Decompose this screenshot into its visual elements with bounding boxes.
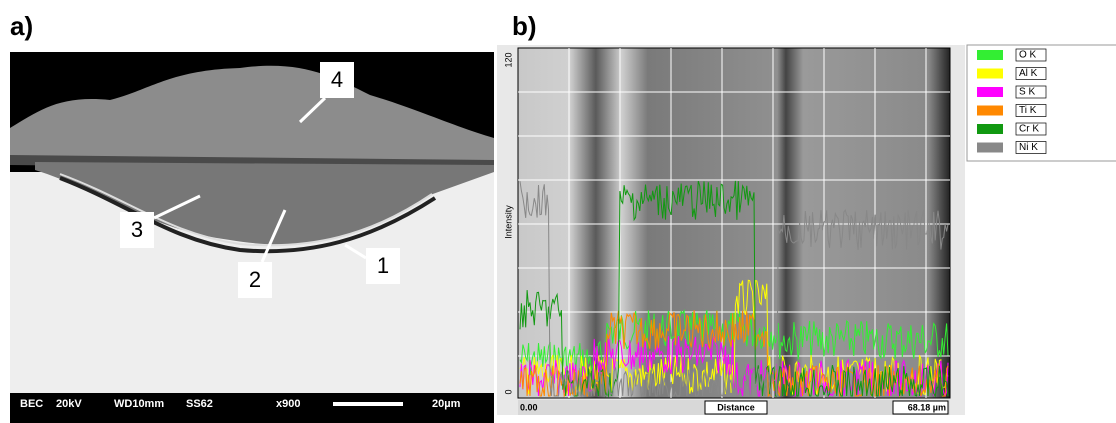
info: 20µm — [432, 398, 461, 410]
info: BEC — [20, 398, 43, 410]
legend-swatch — [977, 68, 1003, 79]
marker: 2 — [249, 267, 261, 292]
panel-label: a) — [10, 11, 33, 41]
trace — [519, 309, 949, 380]
legend-swatch — [977, 87, 1003, 97]
legend-label: Al K — [1019, 68, 1038, 79]
panel-label: b) — [512, 11, 537, 41]
info: 20kV — [56, 398, 82, 410]
trace — [519, 180, 949, 398]
marker: 3 — [131, 217, 143, 242]
y-title: Intensity — [503, 205, 513, 239]
legend-box — [1015, 104, 1047, 117]
x-start: 0.00 — [520, 402, 538, 412]
eds-plot — [497, 45, 965, 415]
y-bottom: 0 — [503, 389, 513, 394]
y-top: 120 — [503, 52, 513, 67]
legend: O K Al K S K Ti K Cr K Ni K — [966, 44, 1116, 162]
markers: 4 3 2 1 — [120, 62, 400, 298]
x-end: 68.18 µm — [908, 402, 946, 412]
legend-box — [1015, 141, 1047, 154]
legend-swatch — [977, 50, 1003, 60]
sem-image-a — [10, 52, 494, 423]
x-title: Distance — [717, 402, 755, 412]
info: SS62 — [186, 398, 213, 410]
axis-labels: 120 0 Intensity 0.00 Distance 68.18 µm — [503, 52, 949, 415]
legend-label: Ni K — [1019, 142, 1038, 153]
legend-swatch — [977, 124, 1003, 134]
marker: 1 — [377, 253, 389, 278]
legend-box — [1015, 85, 1047, 99]
legend-swatch — [977, 105, 1003, 116]
legend-box — [1015, 48, 1047, 62]
info: WD10mm — [114, 398, 164, 410]
legend-label: O K — [1019, 50, 1037, 61]
info-bar: BEC 20kV WD10mm SS62 x900 20µm — [20, 398, 461, 410]
legend-swatch — [977, 142, 1003, 153]
legend-label: Ti K — [1019, 105, 1037, 116]
legend-label: S K — [1019, 87, 1035, 98]
info: x900 — [276, 398, 300, 410]
marker: 4 — [331, 67, 343, 92]
legend-box — [1015, 67, 1047, 80]
legend-box — [1015, 122, 1047, 136]
trace — [519, 181, 949, 398]
legend-label: Cr K — [1019, 124, 1039, 135]
